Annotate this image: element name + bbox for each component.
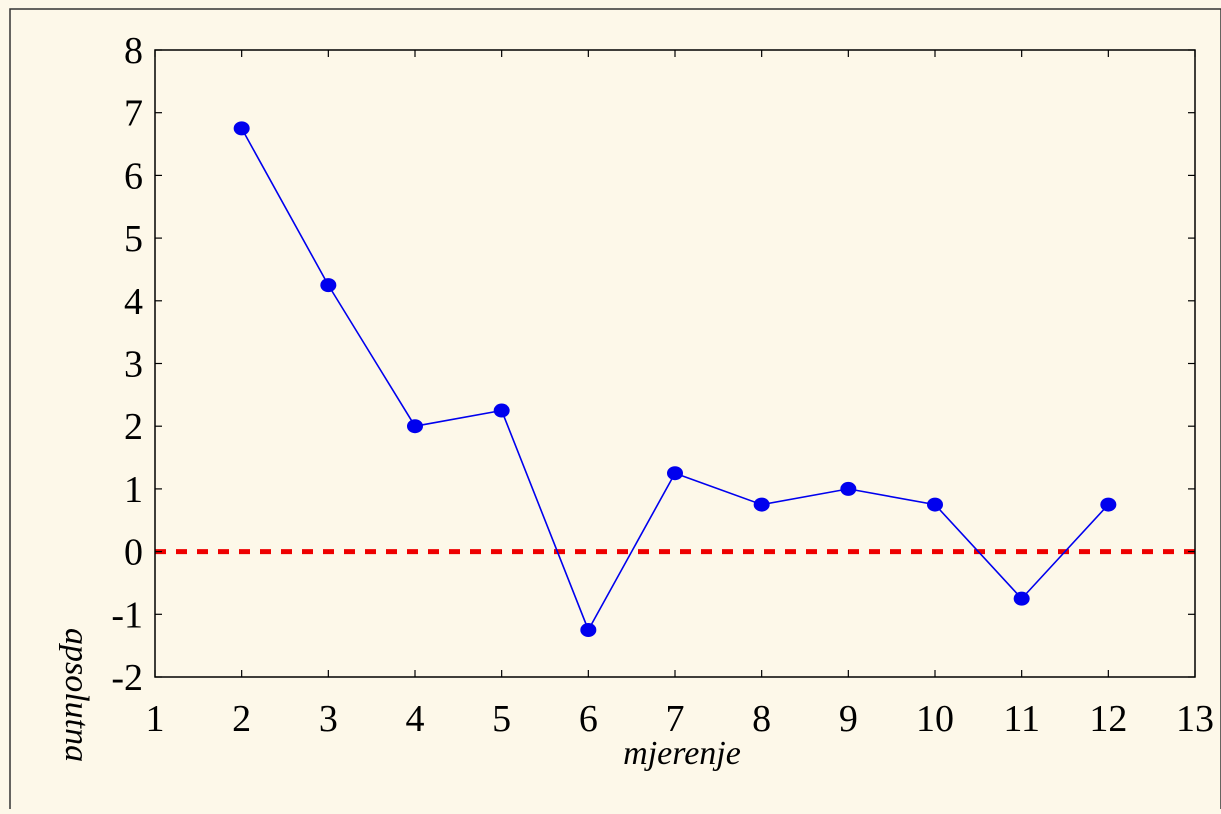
data-point <box>1100 497 1117 512</box>
outer-border <box>9 8 1221 814</box>
data-point <box>1013 591 1030 606</box>
x-tick-label: 2 <box>232 698 251 740</box>
x-tick-label: 3 <box>319 698 338 740</box>
y-axis-title-group: apsolutna <box>58 628 95 762</box>
y-axis: -2 -1 0 1 2 3 4 5 6 7 8 <box>111 30 1195 699</box>
data-point <box>233 121 250 136</box>
data-point <box>840 481 857 496</box>
x-tick-label: 4 <box>406 698 425 740</box>
y-tick-label: 7 <box>124 93 143 135</box>
y-tick-label: 4 <box>124 281 143 323</box>
series-line <box>240 127 1109 632</box>
data-point <box>753 497 770 512</box>
y-tick-label: 2 <box>124 406 143 448</box>
y-tick-label: -1 <box>111 594 143 636</box>
y-tick-label: 3 <box>124 344 143 386</box>
plot-frame <box>154 49 1196 678</box>
x-tick-label: 7 <box>666 698 685 740</box>
x-tick-label: 10 <box>916 698 954 740</box>
x-tick-label: 1 <box>146 698 165 740</box>
data-point <box>407 419 423 434</box>
x-axis-title: mjerenje <box>623 735 741 772</box>
y-tick-label: 8 <box>124 30 143 72</box>
x-tick-label: 8 <box>752 698 771 740</box>
data-point <box>493 403 510 418</box>
y-axis-title: apsolutna <box>58 628 95 762</box>
x-tick-label: 5 <box>492 698 511 740</box>
data-point <box>927 497 943 512</box>
y-tick-label: 6 <box>124 155 143 197</box>
plot-area <box>233 121 1117 637</box>
y-tick-label: 1 <box>124 469 143 511</box>
y-tick-label: 0 <box>124 532 143 574</box>
y-tick-label: -2 <box>111 657 143 699</box>
x-tick-label: 13 <box>1176 698 1214 740</box>
x-tick-label: 11 <box>1003 698 1040 740</box>
data-point <box>320 278 337 293</box>
data-point <box>580 622 597 637</box>
data-point <box>667 466 683 481</box>
y-tick-label: 5 <box>124 218 143 260</box>
x-tick-label: 12 <box>1089 698 1127 740</box>
x-axis: 1 2 3 4 5 6 7 8 9 10 11 12 13 <box>146 50 1214 740</box>
x-tick-label: 9 <box>839 698 858 740</box>
x-tick-label: 6 <box>579 698 598 740</box>
